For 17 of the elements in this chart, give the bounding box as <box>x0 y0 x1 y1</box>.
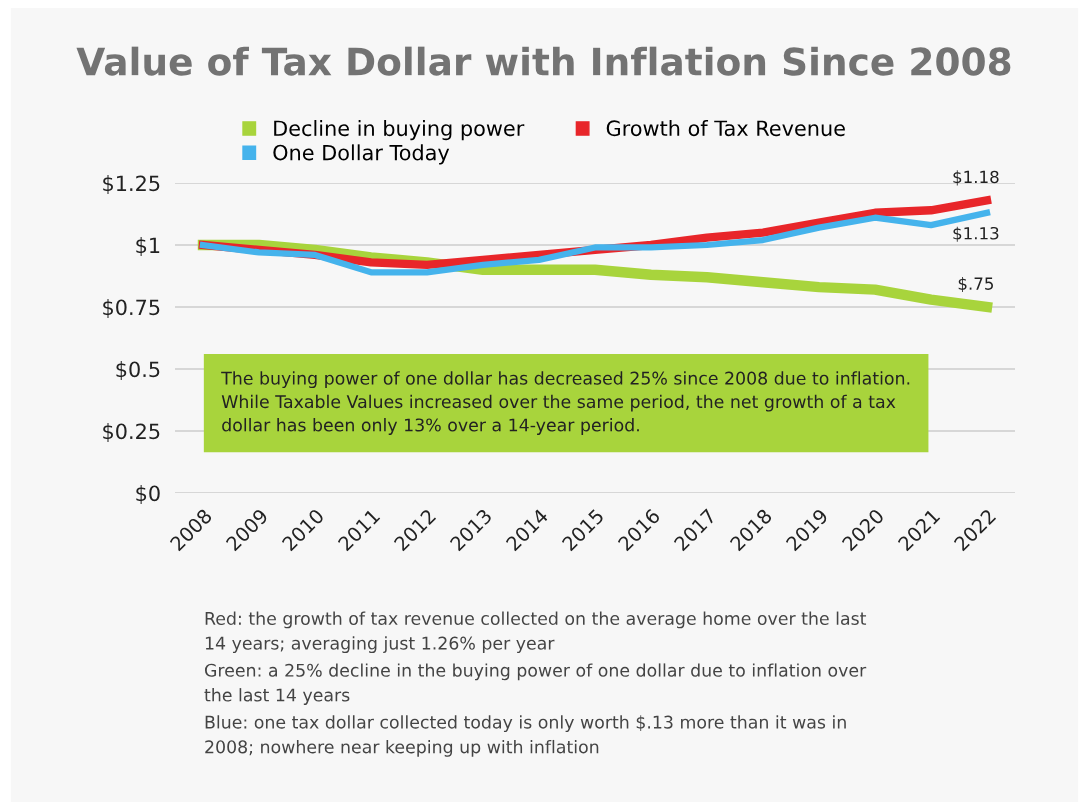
data-label: $1.18 <box>953 170 999 186</box>
text: Green: a 25% decline in the buying power of one dollar due to inflation over the last 14 years <box>204 663 867 705</box>
legend-label: One Dollar Today <box>273 144 450 165</box>
y-tick-label: $0.5 <box>116 361 160 380</box>
legend-label: Growth of Tax Revenue <box>606 120 845 137</box>
y-tick-label: $1 <box>136 237 160 256</box>
y-tick-label: $0.25 <box>103 423 160 442</box>
chart-title: Value of Tax Dollar with Inflation Since 2008 <box>76 46 1011 76</box>
y-tick-label: $0 <box>136 485 160 504</box>
y-tick-label: $1.25 <box>103 175 160 194</box>
data-label: $1.13 <box>953 226 999 242</box>
y-tick-label: $0.75 <box>103 299 160 318</box>
text: Blue: one tax dollar collected today is only worth $.13 more than it was in 2008; nowhere near keeping up with inflation <box>205 715 846 757</box>
annotation: The buying power of one dollar has decreased 25% since 2008 due to inflation. While Taxable Values increased over the same period, the net growth of a tax dollar has been only 13% over a 14-year period. <box>221 371 910 435</box>
data-label: $.75 <box>958 276 993 293</box>
text: Red: the growth of tax revenue collected on the average home over the last 14 years; averaging just 1.26% per year <box>205 611 867 654</box>
legend-label: Decline in buying power <box>274 120 525 141</box>
